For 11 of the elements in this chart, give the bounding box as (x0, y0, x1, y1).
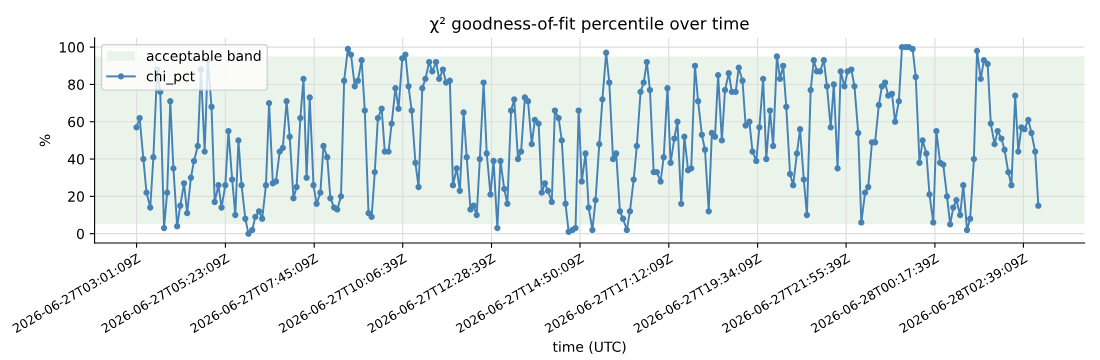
y-tick-label: 40 (67, 154, 84, 165)
y-tick-label: 80 (68, 79, 84, 90)
chart-title: χ² goodness-of-fit percentile over time (430, 16, 749, 33)
y-tick-label: 60 (68, 116, 84, 128)
legend-label: chi_pct (146, 70, 195, 85)
y-tick-label: 0 (76, 228, 84, 240)
band-label: acceptable band (146, 50, 261, 64)
x-axis-title: time (UTC) (552, 341, 626, 354)
y-tick-label: 20 (68, 191, 84, 202)
y-axis-title: % (39, 134, 51, 147)
y-tick-label: 100 (59, 42, 84, 53)
